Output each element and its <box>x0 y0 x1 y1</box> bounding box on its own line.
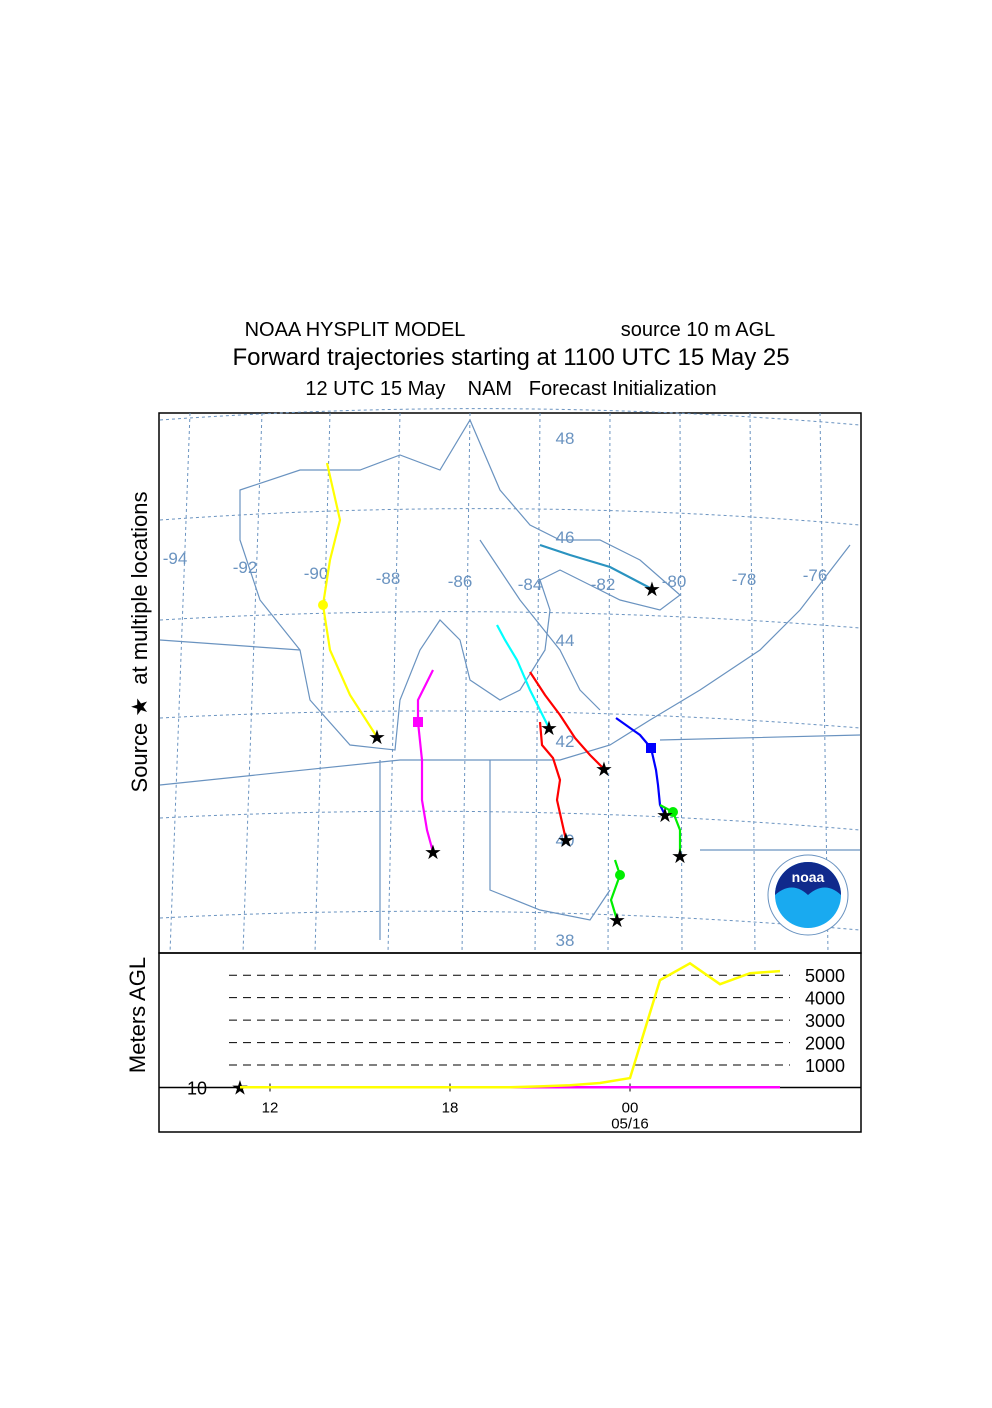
chart-frame <box>158 952 862 1133</box>
trajectory <box>416 669 435 853</box>
height-line <box>240 961 781 1089</box>
lat-label: 44 <box>556 631 575 650</box>
source-stars: ★ ★ ★ ★ ★ ★ ★ ★ ★ <box>368 579 689 932</box>
subtitle: 12 UTC 15 May NAM Forecast Initializatio… <box>305 378 716 400</box>
trajectories: ★ ★ ★ ★ ★ ★ ★ ★ ★ <box>318 462 689 932</box>
marker <box>615 870 625 880</box>
map: -94 -92 -90 -88 -86 -84 -82 -80 -78 -76 … <box>158 408 862 954</box>
y-tick-label: 4000 <box>805 989 845 1009</box>
source-star: ★ <box>608 910 626 932</box>
lat-label: 46 <box>556 528 575 547</box>
map-frame <box>158 412 862 954</box>
lon-label: -94 <box>163 549 188 568</box>
marker <box>646 743 656 753</box>
date-label: 05/16 <box>611 1116 649 1133</box>
source-star: ★ <box>540 718 558 740</box>
x-tick-label: 00 <box>622 1100 639 1117</box>
trajectory <box>529 671 605 770</box>
lat-label: 42 <box>556 732 575 751</box>
trajectory <box>609 859 622 921</box>
model-label: NOAA HYSPLIT MODEL <box>245 319 466 341</box>
x-tick-label: 18 <box>442 1100 459 1117</box>
y-tick-label: 1000 <box>805 1056 845 1076</box>
marker <box>318 600 328 610</box>
lon-label: -88 <box>376 569 401 588</box>
marker <box>413 717 423 727</box>
source-star: ★ <box>643 579 661 601</box>
noaa-logo: noaa <box>767 854 849 936</box>
trajectory <box>539 543 653 590</box>
geography <box>159 418 861 940</box>
lon-label: -92 <box>233 558 258 577</box>
lon-label: -86 <box>448 572 473 591</box>
lat-label: 40 <box>556 831 575 850</box>
side-label: Source ★ at multiple locations <box>127 492 152 793</box>
trajectory <box>659 804 682 856</box>
y-axis-label: Meters AGL <box>125 957 150 1073</box>
trajectory <box>496 624 550 729</box>
source-height-label: 10 <box>187 1078 207 1098</box>
lon-label: -78 <box>732 570 757 589</box>
y-tick-label: 2000 <box>805 1034 845 1054</box>
source-star: ★ <box>656 805 674 827</box>
lon-label: -76 <box>803 566 828 585</box>
source-label: source 10 m AGL <box>621 319 776 341</box>
lon-label: -90 <box>304 564 329 583</box>
lon-label: -84 <box>518 575 543 594</box>
source-star: ★ <box>557 830 575 852</box>
lat-label: 48 <box>556 429 575 448</box>
lon-label: -80 <box>662 572 687 591</box>
source-star: ★ <box>368 727 386 749</box>
y-tick-label: 3000 <box>805 1011 845 1031</box>
title: Forward trajectories starting at 1100 UT… <box>232 344 789 371</box>
marker <box>668 807 678 817</box>
source-star: ★ <box>671 846 689 868</box>
logo-top <box>775 862 841 895</box>
y-tick-label: 5000 <box>805 966 845 986</box>
graticule <box>159 408 861 954</box>
trajectory <box>538 721 568 841</box>
logo-text: noaa <box>792 869 825 885</box>
x-tick-label: 12 <box>262 1100 279 1117</box>
source-star: ★ <box>424 842 442 864</box>
lat-label: 38 <box>556 931 575 950</box>
source-star: ★ <box>595 759 613 781</box>
lon-label: -82 <box>591 575 616 594</box>
